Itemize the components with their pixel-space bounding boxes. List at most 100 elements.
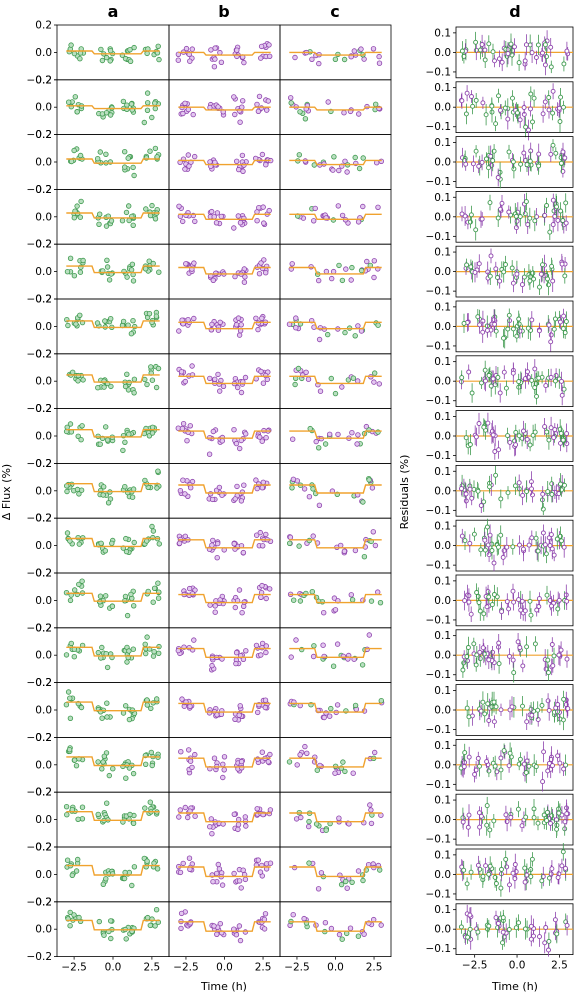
- flux-point-a: [130, 164, 136, 171]
- flux-point-c: [339, 277, 346, 284]
- flux-point-b: [237, 937, 244, 944]
- resid-ytick-label: 0.1: [434, 411, 451, 423]
- flux-point-b: [218, 59, 225, 65]
- flux-point-a: [122, 869, 128, 876]
- residual-point: [486, 165, 491, 171]
- residual-point: [516, 316, 522, 322]
- flux-point-a: [142, 805, 148, 811]
- residual-point: [509, 265, 515, 271]
- residual-point: [563, 762, 569, 768]
- flux-point-a: [103, 151, 109, 157]
- flux-point-b: [209, 662, 215, 669]
- flux-point-c: [296, 543, 302, 549]
- residual-point: [471, 641, 477, 647]
- residual-point: [508, 814, 514, 820]
- residual-point: [510, 280, 516, 286]
- flux-point-c: [375, 322, 381, 328]
- residual-point: [469, 94, 474, 99]
- residual-point: [520, 546, 526, 552]
- residual-point: [499, 200, 505, 206]
- resid-ytick-label: 0.1: [434, 356, 451, 368]
- residual-point: [500, 929, 506, 935]
- residual-point: [505, 326, 511, 332]
- resid-ytick-label: 0.0: [434, 266, 451, 278]
- flux-point-a: [127, 47, 133, 53]
- residual-point: [460, 667, 466, 673]
- flux-point-a: [155, 365, 162, 372]
- residual-point: [497, 278, 503, 284]
- flux-point-c: [352, 333, 358, 339]
- flux-point-b: [206, 451, 213, 457]
- flux-ytick-label: 0.0: [35, 376, 52, 388]
- residual-point: [550, 88, 556, 94]
- flux-ytick-label: 0.2: [35, 732, 52, 744]
- flux-point-c: [306, 818, 312, 825]
- flux-point-a: [110, 766, 116, 772]
- residual-point: [484, 327, 490, 333]
- residual-point: [542, 424, 548, 430]
- residual-point: [539, 702, 545, 708]
- flux-point-c: [342, 768, 348, 775]
- flux-point-c: [327, 431, 333, 437]
- resid-ytick-label: 0.1: [434, 575, 451, 587]
- flux-point-c: [354, 441, 360, 447]
- flux-point-c: [328, 705, 334, 712]
- residual-point: [548, 64, 554, 70]
- flux-point-b: [209, 321, 215, 328]
- flux-point-a: [149, 424, 156, 430]
- flux-point-b: [212, 56, 218, 62]
- flux-point-c: [313, 438, 319, 445]
- residual-point: [486, 594, 492, 600]
- residual-point: [462, 750, 468, 756]
- flux-point-a: [142, 376, 148, 383]
- flux-point-a: [124, 659, 130, 665]
- residual-point: [468, 212, 474, 218]
- residual-point: [499, 609, 505, 615]
- flux-point-b: [192, 218, 198, 225]
- residual-point: [529, 856, 535, 862]
- residual-point: [521, 428, 526, 434]
- residual-point: [553, 150, 559, 156]
- residual-point: [522, 608, 528, 614]
- resid-ytick-label: −0.1: [426, 450, 452, 462]
- residual-point: [484, 524, 490, 530]
- residual-point: [551, 435, 557, 441]
- residual-point: [483, 863, 489, 869]
- flux-point-c: [371, 274, 377, 281]
- flux-point-a: [73, 868, 80, 874]
- residual-point: [527, 442, 533, 448]
- residual-point: [461, 660, 467, 666]
- flux-ytick-label: 0.0: [35, 431, 52, 443]
- resid-ytick-label: −0.1: [426, 779, 452, 791]
- flux-point-a: [128, 101, 135, 107]
- flux-point-a: [131, 390, 137, 396]
- residual-point: [476, 163, 482, 169]
- flux-point-a: [102, 593, 109, 599]
- residual-point: [513, 213, 519, 219]
- resid-ytick-label: −0.1: [426, 669, 452, 681]
- model-line-b: [178, 812, 271, 823]
- residual-point: [535, 707, 541, 713]
- flux-point-a: [120, 98, 127, 105]
- flux-point-a: [99, 644, 105, 651]
- flux-point-b: [242, 374, 249, 381]
- residual-point: [516, 480, 522, 486]
- flux-point-b: [214, 555, 220, 561]
- panel-label-c: c: [330, 2, 339, 21]
- flux-point-a: [123, 936, 129, 942]
- residual-point: [522, 865, 528, 871]
- flux-ytick-label: 0.2: [35, 842, 52, 854]
- flux-point-b: [207, 375, 213, 382]
- flux-ytick-label: 0.2: [35, 403, 52, 415]
- flux-point-b: [231, 94, 237, 100]
- residual-point: [473, 662, 479, 668]
- flux-ytick-label: −0.2: [27, 896, 53, 908]
- residual-point: [558, 94, 564, 100]
- flux-point-a: [101, 384, 107, 390]
- model-line-a: [66, 483, 160, 493]
- residual-point: [548, 339, 554, 345]
- residual-point: [510, 588, 516, 594]
- residual-point: [536, 375, 542, 381]
- residual-point: [532, 218, 538, 224]
- residual-point: [547, 543, 553, 548]
